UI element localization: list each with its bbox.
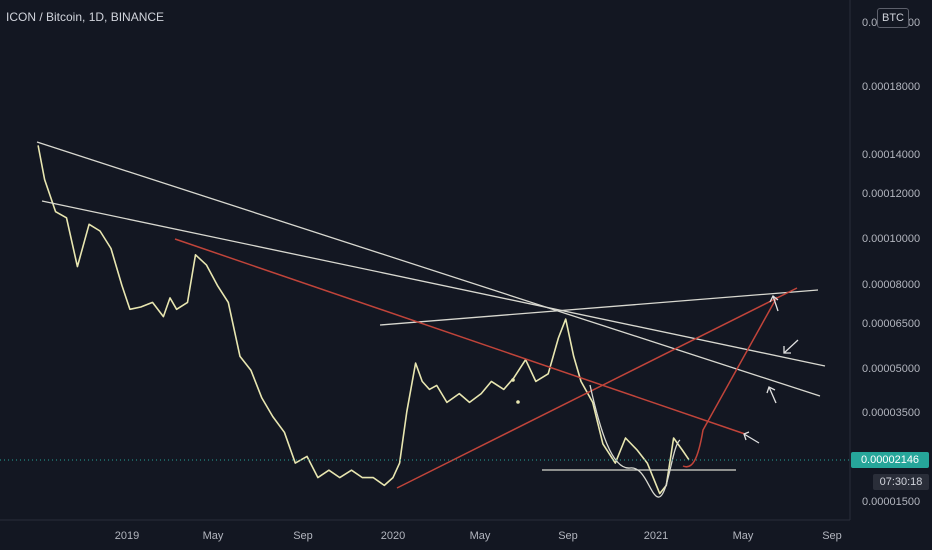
y-tick-label: 0.00018000 — [862, 81, 920, 93]
projection-path — [682, 296, 778, 468]
chart-title: ICON / Bitcoin, 1D, BINANCE — [6, 10, 165, 24]
y-tick-label: 0.00001500 — [862, 496, 920, 508]
x-axis[interactable]: 2019 May Sep 2020 May Sep 2021 May Sep — [115, 530, 842, 542]
trendline-white-1 — [36, 141, 821, 397]
annotation-dot — [516, 400, 520, 404]
y-axis[interactable]: 0.000200000.000180000.000140000.00012000… — [862, 17, 920, 508]
arrow-icon — [769, 294, 779, 312]
y-tick-label: 0.00005000 — [862, 363, 920, 375]
countdown-tag: 07:30:18 — [873, 474, 929, 490]
x-tick-label: Sep — [822, 530, 842, 542]
arrow-icon — [766, 386, 777, 404]
x-tick-label: 2020 — [381, 530, 405, 542]
projection-arc — [589, 384, 681, 498]
price-line — [37, 145, 690, 495]
arrow-icon — [743, 431, 760, 444]
x-tick-label: Sep — [558, 530, 578, 542]
x-tick-label: 2019 — [115, 530, 139, 542]
trendline-white-2 — [41, 200, 826, 367]
y-tick-label: 0.00008000 — [862, 279, 920, 291]
price-series — [37, 145, 690, 495]
annotation-dot — [511, 378, 515, 382]
trendline-white-3 — [379, 289, 819, 326]
y-tick-label: 0.00010000 — [862, 233, 920, 245]
trendline-red-ascending — [396, 287, 798, 489]
trendline-red-descending — [174, 238, 746, 435]
arrow-icon — [783, 339, 799, 354]
currency-button[interactable]: BTC — [877, 8, 909, 28]
y-tick-label: 0.00003500 — [862, 407, 920, 419]
y-tick-label: 0.00006500 — [862, 318, 920, 330]
y-tick-label: 0.00014000 — [862, 149, 920, 161]
x-tick-label: May — [203, 530, 224, 542]
x-tick-label: May — [733, 530, 754, 542]
y-tick-label: 0.00012000 — [862, 188, 920, 200]
last-price-tag: 0.00002146 — [851, 452, 929, 468]
x-tick-label: 2021 — [644, 530, 668, 542]
x-tick-label: May — [470, 530, 491, 542]
x-tick-label: Sep — [293, 530, 313, 542]
